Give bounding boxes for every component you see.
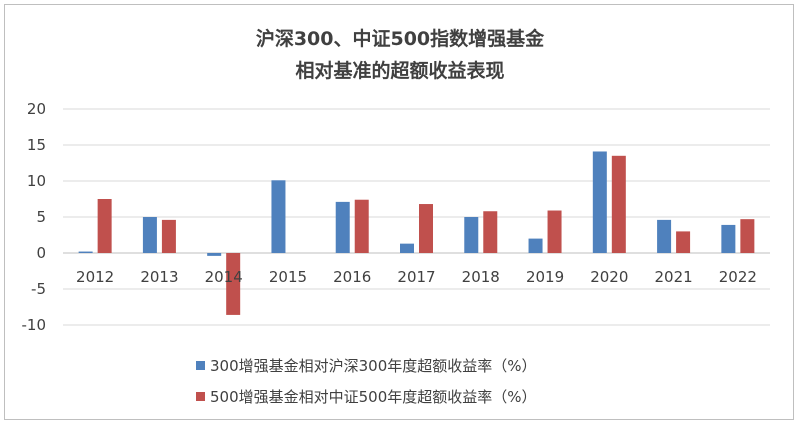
x-tick-label: 2015 [269, 268, 307, 286]
bar-300-2018 [464, 217, 479, 253]
x-tick-label: 2012 [76, 268, 114, 286]
chart-title-line1: 沪深300、中证500指数增强基金 [255, 28, 545, 50]
bar-300-2012 [78, 251, 93, 253]
x-tick-label: 2014 [205, 268, 243, 286]
x-axis-ticks: 2012 2013 2014 2015 2016 2017 2018 2019 2020 2021… [76, 268, 757, 286]
chart-frame [4, 4, 794, 420]
bar-500-2016 [354, 199, 369, 253]
legend-swatch-500 [196, 392, 205, 401]
y-tick-label: 0 [36, 244, 46, 262]
y-tick-label: 10 [27, 172, 46, 190]
y-tick-label: 20 [27, 100, 46, 118]
y-tick-label: 15 [27, 136, 46, 154]
x-tick-label: 2017 [397, 268, 435, 286]
legend-swatch-300 [196, 361, 205, 370]
bar-500-2020 [611, 155, 626, 253]
bar-500-2017 [419, 204, 433, 253]
y-tick-label: -10 [22, 316, 47, 334]
bar-300-2014 [207, 253, 222, 256]
bar-300-2016 [335, 201, 350, 253]
legend-label-300: 300增强基金相对沪深300年度超额收益率（%） [210, 357, 537, 375]
bar-500-2012 [97, 199, 112, 253]
x-tick-label: 2022 [719, 268, 757, 286]
bar-500-2013 [161, 219, 176, 253]
y-tick-label: -5 [31, 280, 46, 298]
y-tick-label: 5 [36, 208, 46, 226]
gridlines [63, 108, 770, 326]
x-tick-label: 2019 [526, 268, 564, 286]
bar-300-2022 [721, 224, 736, 253]
legend-label-500: 500增强基金相对中证500年度超额收益率（%） [210, 388, 537, 406]
x-tick-label: 2016 [333, 268, 371, 286]
bars [78, 151, 755, 315]
x-tick-label: 2020 [590, 268, 628, 286]
chart-title-line2: 相对基准的超额收益表现 [295, 60, 505, 82]
y-axis-ticks: 20 15 10 5 0 -5 -10 [22, 100, 47, 334]
bar-300-2021 [657, 219, 672, 253]
x-tick-label: 2018 [462, 268, 500, 286]
x-tick-label: 2021 [654, 268, 692, 286]
legend-item-500: 500增强基金相对中证500年度超额收益率（%） [196, 386, 537, 407]
bar-500-2021 [676, 231, 691, 253]
bar-500-2019 [547, 210, 562, 253]
bar-500-2022 [740, 219, 755, 253]
bar-500-2018 [483, 211, 498, 253]
bar-300-2019 [528, 238, 543, 253]
bar-300-2017 [400, 243, 414, 253]
legend-item-300: 300增强基金相对沪深300年度超额收益率（%） [196, 355, 537, 376]
x-tick-label: 2013 [140, 268, 178, 286]
bar-300-2013 [142, 217, 157, 253]
bar-500-2014 [226, 253, 241, 315]
bar-300-2015 [271, 180, 286, 253]
bar-300-2020 [592, 151, 607, 253]
